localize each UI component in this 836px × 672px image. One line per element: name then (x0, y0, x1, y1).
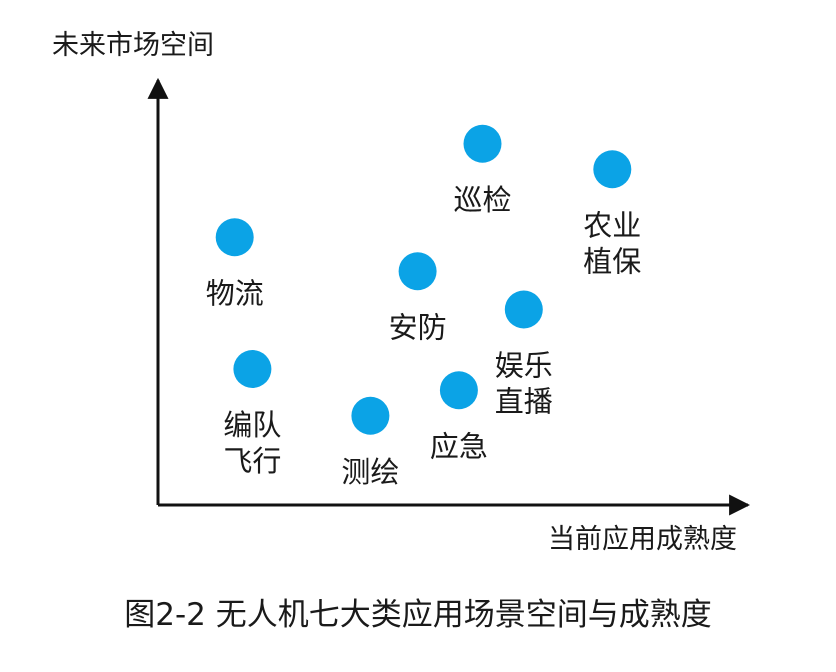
point-label: 巡检 (453, 183, 511, 217)
x-axis-title: 当前应用成熟度 (548, 524, 737, 555)
point-label: 植保 (583, 244, 641, 278)
point-label: 物流 (206, 276, 264, 310)
scatter-point (463, 124, 502, 163)
point-label: 直播 (495, 385, 553, 419)
figure-caption: 图2-2 无人机七大类应用场景空间与成熟度 (124, 597, 712, 633)
y-axis-title: 未来市场空间 (52, 30, 214, 61)
scatter-point (398, 252, 437, 291)
point-label: 编队 (223, 408, 281, 442)
scatter-point (504, 290, 543, 329)
point-label: 农业 (583, 208, 641, 242)
point-label: 测绘 (341, 455, 399, 489)
scatter-point (593, 150, 632, 189)
scatter-point (215, 218, 254, 257)
scatter-point (439, 371, 478, 410)
scatter-point (351, 396, 390, 435)
point-label: 娱乐 (495, 349, 553, 383)
point-label: 飞行 (223, 444, 281, 478)
point-label: 安防 (389, 310, 447, 344)
point-label: 应急 (430, 429, 488, 463)
scatter-point (233, 350, 272, 388)
